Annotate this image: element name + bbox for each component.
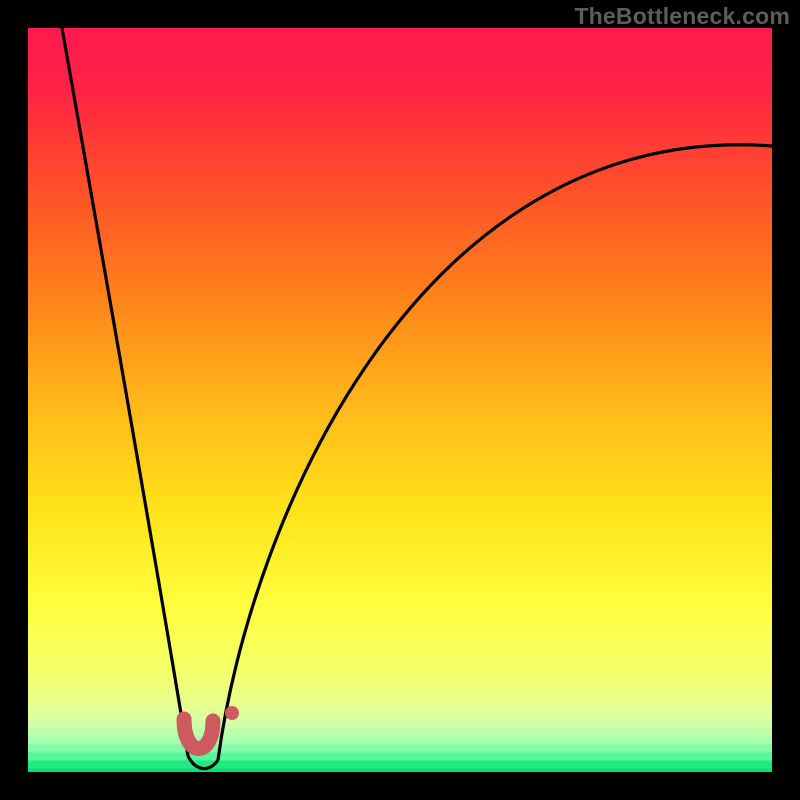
u-bottom-link	[188, 756, 218, 769]
left-curve	[62, 28, 188, 756]
figure-root: TheBottleneck.com	[0, 0, 800, 800]
overlay-svg	[0, 0, 800, 800]
dot-marker	[225, 706, 239, 720]
right-curve	[218, 145, 772, 760]
u-marker	[184, 719, 213, 749]
